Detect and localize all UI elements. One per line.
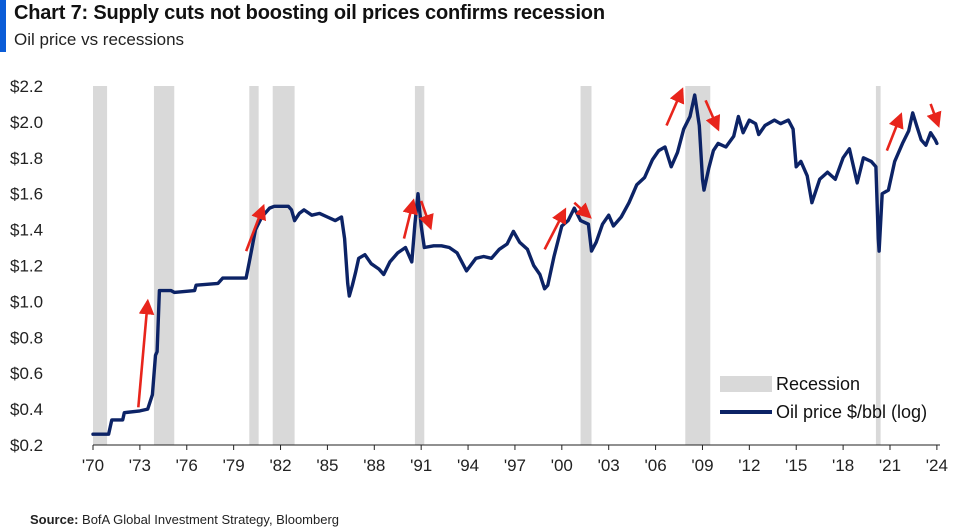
x-tick-label: '88 (363, 456, 385, 475)
x-tick-label: '00 (551, 456, 573, 475)
red-up-arrow (244, 203, 266, 252)
recession-band (153, 86, 175, 445)
source-text: BofA Global Investment Strategy, Bloombe… (82, 512, 340, 527)
red-down-arrow (573, 201, 592, 219)
recession-band (580, 86, 592, 445)
red-down-arrow (418, 200, 434, 231)
source-note: Source: BofA Global Investment Strategy,… (30, 512, 339, 527)
oil-price-series (91, 93, 939, 436)
legend: Recession Oil price $/bbl (log) (720, 374, 927, 422)
source-label: Source: (30, 512, 79, 527)
x-tick-label: '73 (129, 456, 151, 475)
red-up-arrow (665, 87, 685, 127)
legend-recession-swatch (720, 376, 772, 392)
chart-title: Chart 7: Supply cuts not boosting oil pr… (14, 2, 605, 24)
red-up-arrow (543, 207, 567, 250)
x-tick-label: '91 (410, 456, 432, 475)
x-tick-label: '06 (645, 456, 667, 475)
x-tick-label: '24 (926, 456, 948, 475)
chart-subtitle: Oil price vs recessions (14, 30, 185, 49)
x-tick-label: '15 (785, 456, 807, 475)
x-tick-label: '12 (738, 456, 760, 475)
oil-price-chart: '70 '73 '76 '79 '82 '85 '88 '91 '94 '97 '00 '03 '06 '… (10, 77, 948, 475)
recession-band (414, 86, 425, 445)
oil-price-line (91, 93, 939, 436)
x-tick-label: '85 (316, 456, 338, 475)
recession-band (93, 86, 108, 445)
x-tick-label: '76 (176, 456, 198, 475)
red-up-arrow (137, 298, 155, 408)
y-tick-label: $0.2 (10, 436, 43, 455)
x-tick-label: '97 (504, 456, 526, 475)
title-accent-bar (0, 0, 6, 52)
x-tick-label: '82 (269, 456, 291, 475)
y-tick-label: $2.2 (10, 77, 43, 96)
y-tick-label: $0.8 (10, 328, 43, 347)
x-tick-label: '94 (457, 456, 479, 475)
y-tick-label: $0.6 (10, 364, 43, 383)
recession-band (875, 86, 881, 445)
y-tick-label: $1.6 (10, 185, 43, 204)
x-tick-label: '70 (82, 456, 104, 475)
legend-oil-label: Oil price $/bbl (log) (776, 402, 927, 422)
y-tick-label: $1.4 (10, 221, 43, 240)
red-up-arrow (402, 198, 418, 239)
trend-arrows (137, 87, 942, 408)
recession-bands (93, 86, 881, 445)
recession-band (685, 86, 711, 445)
red-up-arrow (885, 112, 904, 152)
x-tick-label: '09 (691, 456, 713, 475)
y-tick-label: $1.0 (10, 292, 43, 311)
y-tick-label: $1.8 (10, 149, 43, 168)
x-tick-label: '21 (879, 456, 901, 475)
y-tick-label: $1.2 (10, 257, 43, 276)
red-down-arrow (926, 103, 942, 128)
x-tick-label: '18 (832, 456, 854, 475)
axes: '70 '73 '76 '79 '82 '85 '88 '91 '94 '97 '00 '03 '06 '… (10, 77, 948, 475)
y-tick-label: $2.0 (10, 113, 43, 132)
recession-band (249, 86, 259, 445)
x-tick-label: '03 (598, 456, 620, 475)
y-tick-label: $0.4 (10, 400, 43, 419)
recession-band (272, 86, 295, 445)
x-tick-label: '79 (223, 456, 245, 475)
red-down-arrow (704, 99, 721, 132)
legend-recession-label: Recession (776, 374, 860, 394)
